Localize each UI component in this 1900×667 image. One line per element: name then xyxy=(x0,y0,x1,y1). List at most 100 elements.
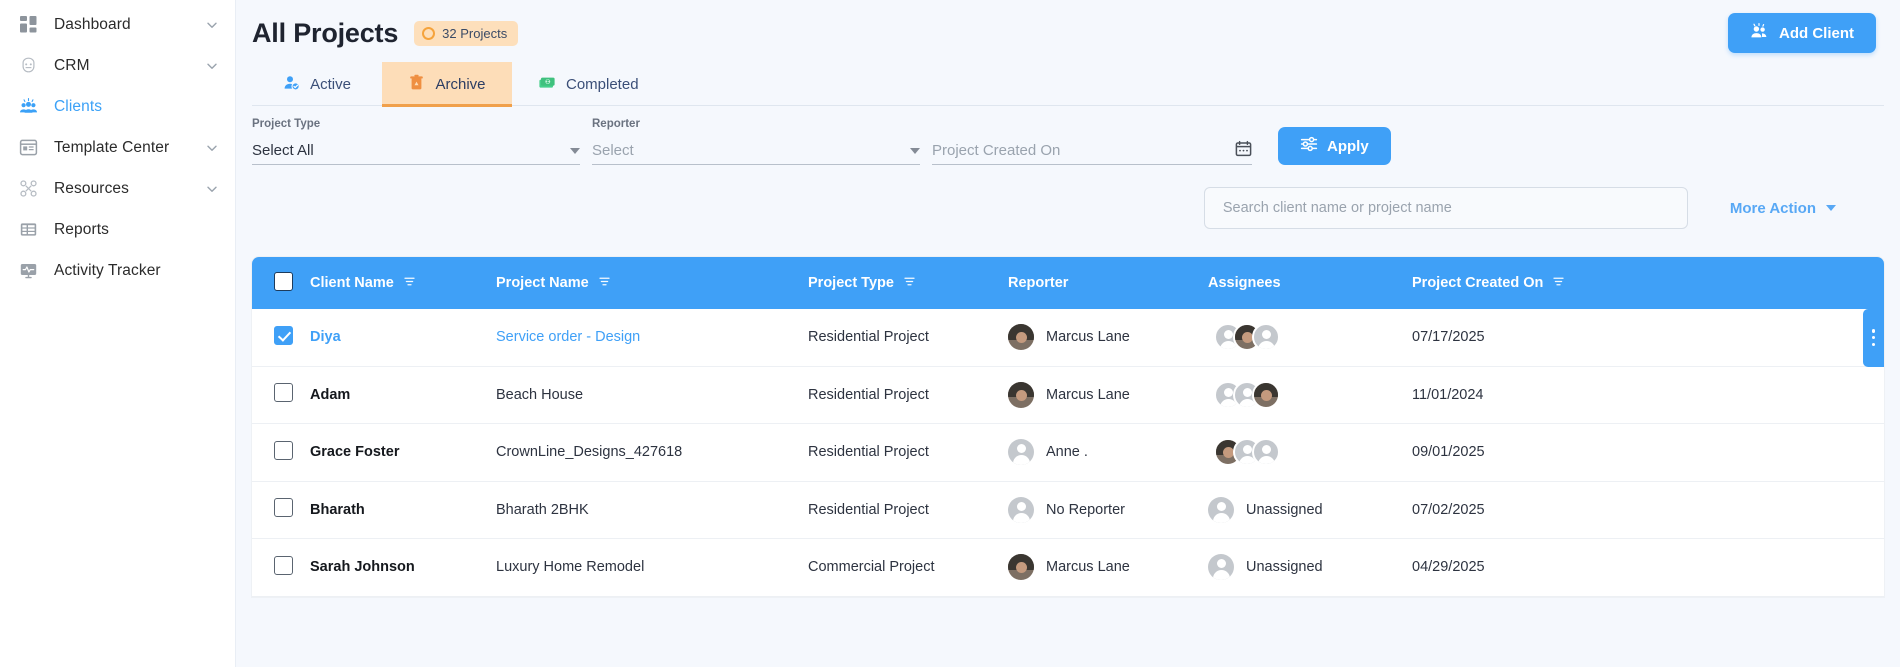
sidebar-item-label: Clients xyxy=(54,97,103,115)
sort-icon[interactable] xyxy=(1552,275,1565,292)
client-name-text: Diya xyxy=(310,329,341,346)
column-assignees: Assignees xyxy=(1208,275,1412,291)
cell-project-type: Residential Project xyxy=(808,386,929,403)
sidebar-item-dashboard[interactable]: Dashboard xyxy=(0,4,235,45)
cell-assignees[interactable] xyxy=(1208,323,1412,352)
column-label: Project Name xyxy=(496,275,589,291)
avatar xyxy=(1252,380,1280,409)
column-project-created-on[interactable]: Project Created On xyxy=(1412,275,1612,292)
table-row[interactable]: Adam Beach House Residential Project Mar… xyxy=(252,367,1884,424)
client-name-text: Bharath xyxy=(310,501,365,518)
table-row[interactable]: Diya Service order - Design Residential … xyxy=(252,309,1884,367)
sort-icon[interactable] xyxy=(403,275,416,292)
row-checkbox[interactable] xyxy=(274,498,293,518)
sidebar-item-resources[interactable]: Resources xyxy=(0,168,235,209)
projects-count-label: 32 Projects xyxy=(442,25,508,41)
table-row[interactable]: Sarah Johnson Luxury Home Remodel Commer… xyxy=(252,539,1884,597)
more-action-dropdown[interactable]: More Action xyxy=(1730,200,1836,217)
row-select-cell xyxy=(252,440,310,464)
sort-icon[interactable] xyxy=(598,275,611,292)
cell-client-name[interactable]: Grace Foster xyxy=(310,444,496,460)
sidebar-item-clients[interactable]: Clients xyxy=(0,86,235,127)
cell-project-name[interactable]: Bharath 2BHK xyxy=(496,501,589,518)
trash-icon xyxy=(408,74,425,95)
assignee-avatar-stack[interactable] xyxy=(1208,323,1412,352)
chevron-down-icon xyxy=(1826,205,1836,211)
table-row[interactable]: Bharath Bharath 2BHK Residential Project… xyxy=(252,482,1884,539)
sidebar-item-label: Template Center xyxy=(54,138,170,156)
avatar xyxy=(1252,323,1280,352)
reporter-filter[interactable]: Reporter Select xyxy=(592,118,920,165)
row-checkbox[interactable] xyxy=(274,440,293,460)
select-all-checkbox[interactable] xyxy=(274,271,293,291)
tab-archive[interactable]: Archive xyxy=(382,62,512,107)
cell-client-name[interactable]: Bharath xyxy=(310,502,496,518)
filter-bar: Project Type Select All Reporter Select … xyxy=(236,106,1900,165)
cell-assignees[interactable]: Unassigned xyxy=(1208,496,1412,523)
tab-completed[interactable]: Completed xyxy=(512,62,665,106)
projects-count-badge: 32 Projects xyxy=(414,20,519,46)
cell-created-on: 11/01/2024 xyxy=(1412,386,1484,403)
chevron-down-icon[interactable] xyxy=(205,59,219,73)
cell-client-name[interactable]: Adam xyxy=(310,387,496,403)
cell-project-name[interactable]: Service order - Design xyxy=(496,329,808,345)
project-created-on-filter[interactable]: Project Created On xyxy=(932,118,1252,165)
apply-button[interactable]: Apply xyxy=(1278,127,1391,165)
resources-icon xyxy=(18,179,38,199)
row-actions-kebab[interactable] xyxy=(1863,309,1884,367)
avatar xyxy=(1208,496,1234,523)
project-type-filter[interactable]: Project Type Select All xyxy=(252,118,580,165)
search-input[interactable] xyxy=(1220,199,1671,217)
sort-icon[interactable] xyxy=(903,275,916,292)
chevron-down-icon[interactable] xyxy=(205,18,219,32)
chevron-down-icon[interactable] xyxy=(570,147,580,154)
circle-icon xyxy=(422,26,436,40)
cell-reporter: Marcus Lane xyxy=(1008,324,1208,351)
tab-active[interactable]: Active xyxy=(252,62,382,106)
assignee-avatar-stack[interactable] xyxy=(1208,380,1412,409)
assignee-label: Unassigned xyxy=(1246,559,1323,576)
row-select-cell xyxy=(252,383,310,406)
column-label: Client Name xyxy=(310,275,394,291)
cell-assignees[interactable] xyxy=(1208,438,1412,467)
select-all-cell xyxy=(252,271,310,295)
calendar-icon[interactable] xyxy=(1235,140,1252,162)
cell-assignees[interactable]: Unassigned xyxy=(1208,554,1412,581)
cell-project-type: Residential Project xyxy=(808,329,929,346)
column-project-name[interactable]: Project Name xyxy=(496,275,808,292)
search-box[interactable] xyxy=(1203,187,1688,229)
sidebar-item-activity-tracker[interactable]: Activity Tracker xyxy=(0,250,235,291)
tab-label: Completed xyxy=(566,75,639,93)
row-checkbox[interactable] xyxy=(274,325,293,345)
main-content: All Projects 32 Projects Add Client Acti… xyxy=(236,0,1900,667)
column-client-name[interactable]: Client Name xyxy=(310,275,496,292)
cell-project-name[interactable]: CrownLine_Designs_427618 xyxy=(496,444,683,461)
more-action-label: More Action xyxy=(1729,199,1816,217)
sidebar-item-reports[interactable]: Reports xyxy=(0,209,235,250)
cell-client-name[interactable]: Sarah Johnson xyxy=(310,559,496,575)
add-client-button[interactable]: Add Client xyxy=(1728,13,1876,53)
chevron-down-icon[interactable] xyxy=(205,182,219,196)
sidebar-item-crm[interactable]: CRM xyxy=(0,45,235,86)
chevron-down-icon[interactable] xyxy=(205,141,219,155)
chevron-down-icon[interactable] xyxy=(910,147,920,154)
projects-table: Client Name Project Name Project Type Re… xyxy=(252,257,1884,597)
cell-project-name[interactable]: Beach House xyxy=(496,386,584,403)
cell-client-name[interactable]: Diya xyxy=(310,329,496,345)
assignee-avatar-stack[interactable] xyxy=(1208,438,1412,467)
cell-project-name[interactable]: Luxury Home Remodel xyxy=(496,559,645,576)
client-name-text: Sarah Johnson xyxy=(310,559,415,576)
reporter-name: Anne . xyxy=(1046,444,1088,461)
row-checkbox[interactable] xyxy=(274,383,293,403)
row-checkbox[interactable] xyxy=(274,555,293,575)
table-row[interactable]: Grace Foster CrownLine_Designs_427618 Re… xyxy=(252,424,1884,482)
reporter-name: No Reporter xyxy=(1046,501,1125,518)
reporter-name: Marcus Lane xyxy=(1046,559,1130,576)
template-center-icon xyxy=(18,138,38,158)
sidebar-item-template-center[interactable]: Template Center xyxy=(0,127,235,168)
page-title: All Projects xyxy=(252,17,399,48)
column-project-type[interactable]: Project Type xyxy=(808,275,1008,292)
column-label: Project Created On xyxy=(1412,275,1544,291)
client-name-text: Adam xyxy=(310,386,351,403)
cell-assignees[interactable] xyxy=(1208,380,1412,409)
